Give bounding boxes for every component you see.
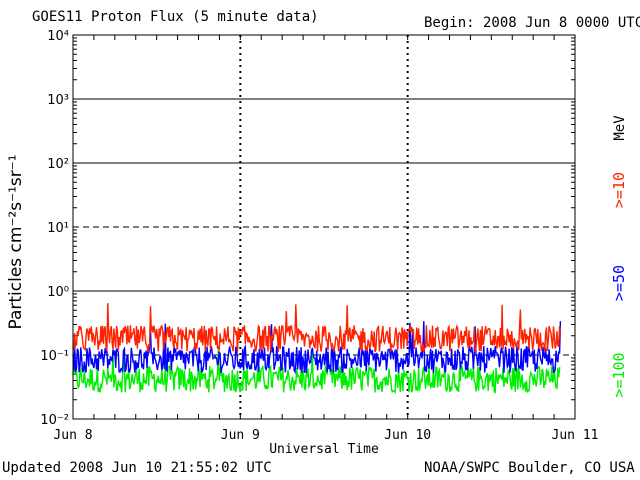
- y-tick-label: 10⁰: [47, 285, 69, 300]
- legend-entry: >=50: [610, 265, 628, 301]
- series-layer: [72, 303, 562, 395]
- plot-frame: [72, 34, 576, 420]
- chart-title: GOES11 Proton Flux (5 minute data): [32, 9, 319, 25]
- y-tick-label: 10⁻¹: [40, 349, 69, 364]
- y-tick-label: 10⁻²: [40, 413, 69, 428]
- y-tick-label: 10⁴: [47, 29, 69, 44]
- y-tick-labels: 10⁻² 10⁻¹ 10⁰ 10¹ 10² 10³ 10⁴: [40, 29, 69, 428]
- x-tick-labels: Jun 8 Jun 9 Jun 10 Jun 11: [53, 428, 598, 443]
- y-tick-label: 10¹: [47, 221, 69, 236]
- x-tick-label: Jun 10: [384, 428, 431, 443]
- series-line-10: [72, 303, 562, 353]
- series-line-50: [72, 321, 562, 375]
- x-axis-label: Universal Time: [269, 442, 379, 457]
- legend: MeV >=10 >=50 >=100: [610, 115, 628, 398]
- begin-time-label: Begin: 2008 Jun 8 0000 UTC: [424, 15, 640, 31]
- x-tick-label: Jun 9: [221, 428, 260, 443]
- updated-timestamp: Updated 2008 Jun 10 21:55:02 UTC: [2, 460, 272, 476]
- y-axis-label: Particles cm⁻²s⁻¹sr⁻¹: [6, 154, 26, 329]
- legend-entry: >=100: [610, 352, 628, 397]
- legend-entry: >=10: [610, 172, 628, 208]
- credit-label: NOAA/SWPC Boulder, CO USA: [424, 460, 635, 476]
- series-line-100: [72, 349, 561, 395]
- y-tick-label: 10³: [47, 93, 69, 108]
- x-tick-label: Jun 8: [53, 428, 92, 443]
- y-tick-label: 10²: [47, 157, 69, 172]
- legend-unit-label: MeV: [612, 115, 628, 141]
- x-tick-label: Jun 11: [552, 428, 599, 443]
